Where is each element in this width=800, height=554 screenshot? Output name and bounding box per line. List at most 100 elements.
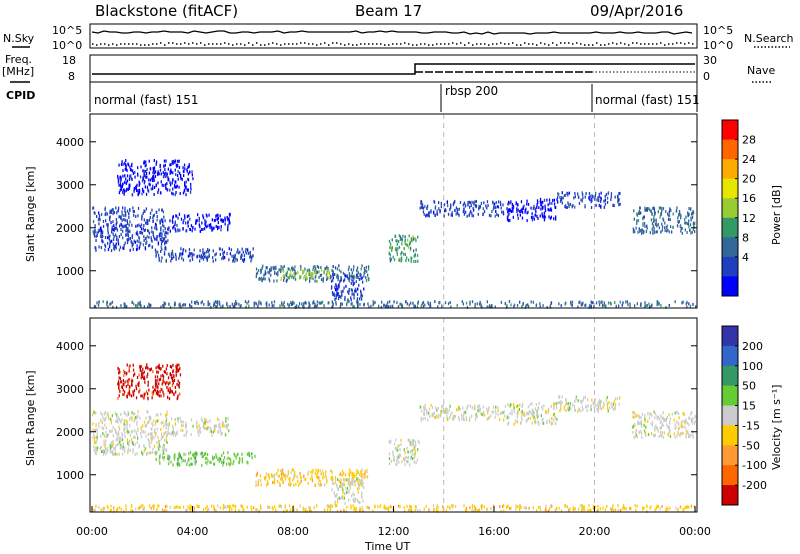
velocity-echo-cell <box>306 509 308 513</box>
power-echo-cell <box>292 300 294 304</box>
velocity-echo-cell <box>311 470 314 474</box>
velocity-echo-cell <box>477 405 479 409</box>
velocity-echo-cell <box>419 405 422 409</box>
velocity-echo-cell <box>147 433 149 436</box>
power-echo-cell <box>419 206 421 210</box>
velocity-echo-cell <box>518 408 520 411</box>
velocity-echo-cell <box>277 480 279 483</box>
power-echo-cell <box>644 225 646 228</box>
power-echo-cell <box>589 198 591 202</box>
power-echo-cell <box>287 267 289 271</box>
velocity-echo-cell <box>123 373 125 377</box>
power-echo-cell <box>540 200 542 204</box>
velocity-echo-cell <box>156 379 158 383</box>
power-echo-cell <box>121 218 123 222</box>
velocity-echo-cell <box>360 474 363 478</box>
power-echo-cell <box>400 256 403 260</box>
velocity-echo-region-0 <box>92 410 169 457</box>
velocity-echo-cell <box>281 474 283 478</box>
velocity-echo-cell <box>404 451 406 455</box>
velocity-echo-cell <box>188 458 190 462</box>
velocity-echo-cell <box>454 414 456 418</box>
power-echo-cell <box>641 228 644 232</box>
power-echo-cell <box>265 266 267 270</box>
velocity-echo-cell <box>103 506 106 510</box>
velocity-echo-cell <box>177 419 179 423</box>
velocity-echo-cell <box>603 403 605 407</box>
power-echo-cell <box>397 305 400 308</box>
velocity-echo-cell <box>140 432 142 436</box>
power-echo-cell <box>300 264 302 268</box>
velocity-echo-cell <box>166 434 168 438</box>
velocity-echo-cell <box>397 504 400 508</box>
power-echo-cell <box>243 258 246 261</box>
power-echo-cell <box>654 211 656 215</box>
velocity-echo-cell <box>475 415 477 419</box>
velocity-echo-cell <box>170 432 172 436</box>
power-echo-cell <box>652 224 654 228</box>
velocity-echo-cell <box>491 410 493 414</box>
power-echo-cell <box>135 215 137 218</box>
velocity-echo-cell <box>319 480 321 484</box>
velocity-echo-cell <box>114 427 116 431</box>
velocity-echo-cell <box>162 509 164 513</box>
velocity-echo-cell <box>104 445 106 449</box>
velocity-echo-cell <box>178 506 180 509</box>
velocity-echo-cell <box>669 430 671 434</box>
velocity-echo-cell <box>126 438 129 442</box>
velocity-echo-cell <box>180 428 182 432</box>
power-echo-cell <box>217 227 219 231</box>
power-echo-cell <box>142 188 144 192</box>
velocity-colorbar-label-1: 100 <box>742 360 763 373</box>
power-echo-cell <box>139 225 141 229</box>
power-echo-cell <box>124 209 126 213</box>
power-echo-cell <box>180 175 182 179</box>
xtick-label-0: 00:00 <box>76 525 108 538</box>
power-echo-cell <box>660 230 662 234</box>
power-echo-cell <box>335 302 337 306</box>
power-echo-cell <box>221 257 223 261</box>
power-echo-cell <box>172 159 174 163</box>
velocity-echo-cell <box>653 410 655 414</box>
power-echo-cell <box>180 177 182 181</box>
power-echo-cell <box>145 221 147 225</box>
power-echo-cell <box>121 160 123 164</box>
velocity-echo-cell <box>353 472 355 476</box>
velocity-echo-cell <box>236 453 238 457</box>
velocity-echo-cell <box>219 426 221 430</box>
power-echo-cell <box>500 203 502 206</box>
velocity-echo-cell <box>523 413 525 417</box>
power-echo-cell <box>151 208 153 212</box>
velocity-echo-cell <box>594 398 597 402</box>
power-echo-cell <box>174 168 176 172</box>
power-echo-cell <box>536 199 539 203</box>
power-echo-cell <box>320 268 323 272</box>
power-echo-cell <box>122 169 124 173</box>
velocity-echo-cell <box>437 407 439 410</box>
power-echo-cell <box>579 300 581 304</box>
velocity-echo-cell <box>665 509 667 512</box>
velocity-echo-cell <box>500 509 502 513</box>
power-echo-cell <box>636 302 638 306</box>
power-echo-cell <box>690 231 692 235</box>
velocity-echo-cell <box>95 411 97 415</box>
power-echo-cell <box>147 188 149 192</box>
velocity-echo-cell <box>356 477 358 481</box>
velocity-echo-cell <box>118 382 120 386</box>
power-echo-cell <box>177 169 179 173</box>
power-echo-cell <box>210 223 212 227</box>
velocity-echo-cell <box>411 443 413 447</box>
velocity-echo-cell <box>445 410 447 414</box>
velocity-echo-cell <box>414 505 417 508</box>
velocity-echo-cell <box>179 373 182 377</box>
power-colorbar-segment-5 <box>722 217 738 238</box>
power-echo-cell <box>117 238 119 242</box>
power-echo-cell <box>688 207 690 210</box>
velocity-echo-cell <box>156 419 158 423</box>
velocity-echo-cell <box>195 454 197 458</box>
velocity-echo-cell <box>188 452 190 456</box>
power-echo-cell <box>185 249 187 253</box>
velocity-echo-cell <box>210 460 212 464</box>
power-echo-cell <box>175 255 177 259</box>
power-echo-cell <box>124 305 126 309</box>
